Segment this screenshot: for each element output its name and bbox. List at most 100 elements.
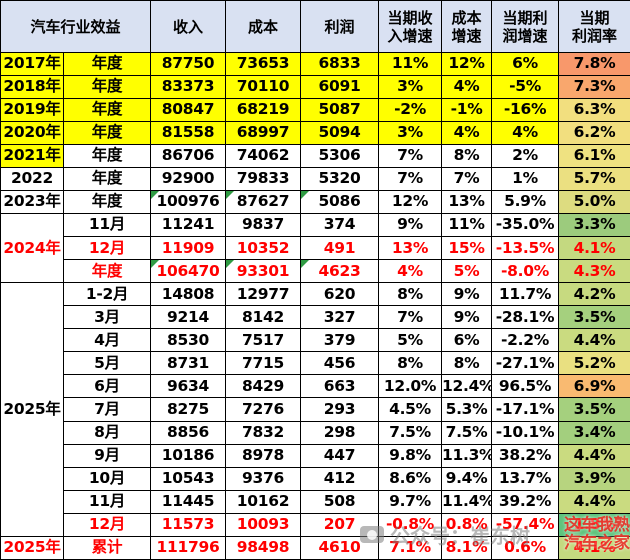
value-cell: 74062: [225, 144, 302, 169]
value-cell: 8%: [378, 282, 443, 307]
value-cell: 11.7%: [491, 282, 560, 307]
year-cell: 2020年: [0, 121, 64, 146]
year-cell: 2019年: [0, 98, 64, 123]
period-cell: 12月: [62, 512, 152, 537]
value-cell: 207: [300, 512, 380, 537]
value-cell: 7%: [378, 305, 443, 330]
table-row: 年度 106470 93301 4623 4% 5% -8.0% 4.3%: [1, 259, 630, 284]
value-cell: 2%: [491, 144, 560, 169]
value-cell: 8.1%: [441, 535, 493, 560]
value-cell: 10352: [225, 236, 302, 261]
period-cell: 12月: [62, 236, 152, 261]
value-cell: 86706: [150, 144, 227, 169]
period-cell: 年度: [62, 75, 152, 100]
value-cell: 8%: [441, 144, 493, 169]
value-cell: 7.5%: [441, 420, 493, 445]
value-cell: 106470: [150, 259, 227, 284]
year-cell: 2022: [0, 167, 64, 192]
value-cell: 8530: [150, 328, 227, 353]
header-row: 汽车行业效益 收入 成本 利润 当期收 入增速 成本 增速 当期利 润增速 当期 利润率: [0, 0, 630, 53]
value-cell: 8731: [150, 351, 227, 376]
value-cell: -57.4%: [491, 512, 560, 537]
value-cell: 13%: [378, 236, 443, 261]
value-cell: 508: [300, 489, 380, 514]
value-cell: 4%: [378, 259, 443, 284]
year-cell: 2025年: [0, 535, 64, 560]
value-cell: 4%: [491, 121, 560, 146]
value-cell: 96.5%: [491, 374, 560, 399]
value-cell: -35.0%: [491, 213, 560, 238]
table-row: 8月 8856 7832 298 7.5% 7.5% -10.1% 3.4%: [1, 420, 630, 445]
value-cell: 3%: [378, 75, 443, 100]
value-cell: 73653: [225, 51, 302, 77]
period-cell: 年度: [62, 167, 152, 192]
value-cell: -10.1%: [491, 420, 560, 445]
value-cell: 9%: [441, 305, 493, 330]
header-cell: 成本: [225, 0, 302, 53]
value-cell: 11909: [150, 236, 227, 261]
table-row: 4月 8530 7517 379 5% 6% -2.2% 4.4%: [1, 328, 630, 353]
profit-rate-cell: 3.5%: [558, 397, 630, 422]
period-cell: 累计: [62, 535, 152, 560]
profit-rate-cell: 5.2%: [558, 351, 630, 376]
value-cell: 9%: [441, 282, 493, 307]
value-cell: 12.0%: [378, 374, 443, 399]
value-cell: 11573: [150, 512, 227, 537]
profit-rate-cell: 1.8%: [558, 512, 630, 537]
profit-rate-cell: 5.7%: [558, 167, 630, 192]
value-cell: 79833: [225, 167, 302, 192]
period-cell: 年度: [62, 259, 152, 284]
value-cell: 68219: [225, 98, 302, 123]
table-row: 12月 11573 10093 207 -0.8% 0.8% -57.4% 1.8%: [1, 512, 630, 537]
value-cell: 8.6%: [378, 466, 443, 491]
header-cell: 收入: [150, 0, 227, 53]
period-cell: 6月: [62, 374, 152, 399]
value-cell: 100976: [150, 190, 227, 215]
table-row: 12月 11909 10352 491 13% 15% -13.5% 4.1%: [1, 236, 630, 261]
profit-rate-cell: 4.3%: [558, 259, 630, 284]
value-cell: 12%: [441, 51, 493, 77]
period-cell: 年度: [62, 144, 152, 169]
profit-rate-cell: 4.4%: [558, 489, 630, 514]
value-cell: 7715: [225, 351, 302, 376]
value-cell: 9.4%: [441, 466, 493, 491]
value-cell: 6%: [441, 328, 493, 353]
value-cell: 70110: [225, 75, 302, 100]
value-cell: 12%: [378, 190, 443, 215]
value-cell: 9%: [378, 213, 443, 238]
profit-rate-cell: 4.1%: [558, 535, 630, 560]
value-cell: 7517: [225, 328, 302, 353]
table-row: 2021年 年度 86706 74062 5306 7% 8% 2% 6.1%: [0, 144, 630, 169]
period-cell: 10月: [62, 466, 152, 491]
value-cell: 298: [300, 420, 380, 445]
header-cell: 当期利 润增速: [491, 0, 560, 53]
period-cell: 11月: [62, 213, 152, 238]
period-cell: 1-2月: [62, 282, 152, 307]
period-cell: 9月: [62, 443, 152, 468]
profit-rate-cell: 6.2%: [558, 121, 630, 146]
table-row: 2025年 1-2月 14808 12977 620 8% 9% 11.7% 4.2%: [0, 282, 630, 537]
value-cell: 4623: [300, 259, 380, 284]
value-cell: 10186: [150, 443, 227, 468]
year-cell: 2023年: [0, 190, 64, 215]
value-cell: 7.1%: [378, 535, 443, 560]
value-cell: 14808: [150, 282, 227, 307]
value-cell: 7.5%: [378, 420, 443, 445]
table-row: 2019年 年度 80847 68219 5087 -2% -1% -16% 6.3%: [0, 98, 630, 123]
value-cell: 8275: [150, 397, 227, 422]
profit-rate-cell: 7.3%: [558, 75, 630, 100]
value-cell: -0.8%: [378, 512, 443, 537]
value-cell: 0.6%: [491, 535, 560, 560]
value-cell: 39.2%: [491, 489, 560, 514]
value-cell: 9376: [225, 466, 302, 491]
value-cell: 6091: [300, 75, 380, 100]
profit-rate-cell: 6.3%: [558, 98, 630, 123]
value-cell: 9.7%: [378, 489, 443, 514]
value-cell: 293: [300, 397, 380, 422]
value-cell: 4.5%: [378, 397, 443, 422]
value-cell: 374: [300, 213, 380, 238]
period-cell: 8月: [62, 420, 152, 445]
value-cell: 491: [300, 236, 380, 261]
table-row: 2018年 年度 83373 70110 6091 3% 4% -5% 7.3%: [0, 75, 630, 100]
